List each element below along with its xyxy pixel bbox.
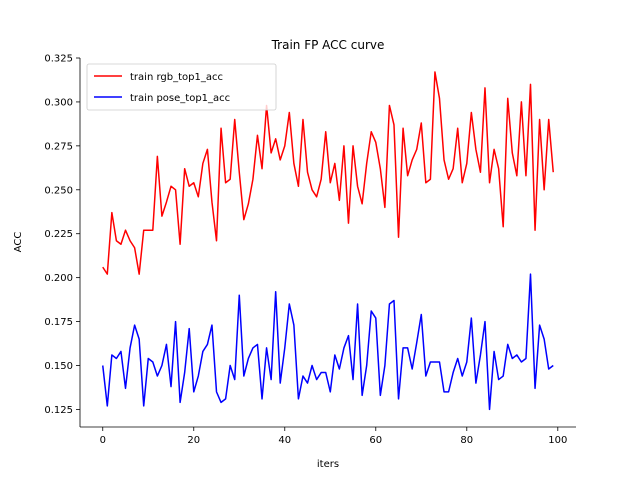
x-tick-label: 100 <box>548 435 567 446</box>
legend: train rgb_top1_acc train pose_top1_acc <box>86 63 277 111</box>
x-ticks: 0 20 40 60 80 100 <box>100 427 567 446</box>
legend-label-pose: train pose_top1_acc <box>130 93 230 104</box>
x-axis-title: iters <box>317 459 339 470</box>
y-tick-label: 0.200 <box>44 273 73 284</box>
y-tick-label: 0.175 <box>44 317 73 328</box>
y-tick-label: 0.300 <box>44 97 73 108</box>
legend-box <box>86 63 277 111</box>
y-tick-label: 0.150 <box>44 361 73 372</box>
plot-area: 0 20 40 60 80 100 0.1250.1500.1750.2000.2250.… <box>44 54 576 446</box>
y-tick-label: 0.225 <box>44 229 73 240</box>
chart-title: Train FP ACC curve <box>271 38 385 52</box>
y-ticks: 0.125 0.150 0.175 0.200 0.225 0.250 0.275 0.300… <box>44 54 80 416</box>
x-tick-label: 20 <box>187 435 200 446</box>
y-tick-label: 0.125 <box>44 405 73 416</box>
series-line-0 <box>102 71 554 275</box>
y-axis-title: ACC <box>13 232 24 253</box>
series-layer <box>102 71 554 411</box>
series-line-1 <box>102 273 554 411</box>
y-tick-label: 0.250 <box>44 185 73 196</box>
x-tick-label: 80 <box>460 435 473 446</box>
y-tick-label: 0.275 <box>44 141 73 152</box>
x-tick-label: 40 <box>278 435 291 446</box>
legend-label-rgb: train rgb_top1_acc <box>130 72 223 83</box>
x-tick-label: 0 <box>100 435 106 446</box>
y-tick-label: 0.325 <box>44 54 73 65</box>
x-tick-label: 60 <box>369 435 382 446</box>
